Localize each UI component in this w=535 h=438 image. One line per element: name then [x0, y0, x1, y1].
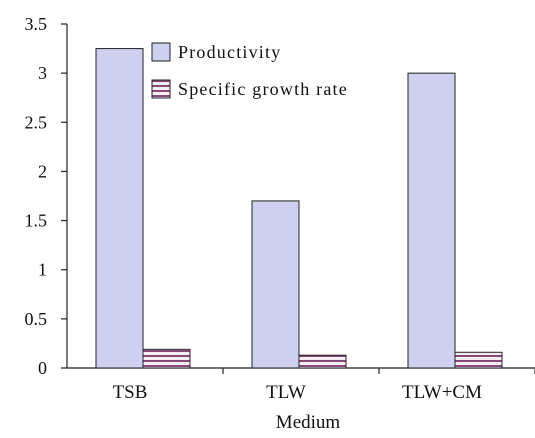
y-tick-label: 2.5 — [25, 112, 48, 132]
bar-productivity — [251, 200, 300, 369]
y-tick-label: 0 — [38, 358, 47, 378]
x-category-label: TSB — [113, 382, 148, 403]
y-tick-label: 1.5 — [25, 211, 48, 231]
bar-productivity — [95, 48, 144, 369]
bar-productivity — [407, 72, 456, 369]
x-category-label: TLW+CM — [402, 382, 482, 403]
x-axis: TSB TLW TLW+CM — [67, 367, 535, 403]
legend-label: Specific growth rate — [178, 79, 348, 99]
y-tick-label: 0.5 — [25, 309, 48, 329]
y-axis: 0 0.5 1 1.5 2 2.5 3 3.5 — [25, 14, 68, 378]
bar-specific-growth-rate — [298, 354, 347, 369]
legend-label: Productivity — [178, 42, 281, 62]
x-category-label: TLW — [266, 382, 306, 403]
legend-swatch — [151, 79, 171, 99]
bars — [95, 48, 503, 369]
bar-specific-growth-rate — [454, 351, 503, 369]
y-tick-label: 3.5 — [25, 14, 48, 34]
legend: Productivity Specific growth rate — [151, 42, 348, 99]
y-tick-label: 3 — [38, 63, 47, 83]
x-axis-title: Medium — [276, 412, 341, 433]
bar-specific-growth-rate — [142, 348, 191, 369]
y-tick-label: 1 — [38, 260, 47, 280]
legend-swatch — [151, 42, 171, 62]
y-tick-label: 2 — [38, 161, 47, 181]
